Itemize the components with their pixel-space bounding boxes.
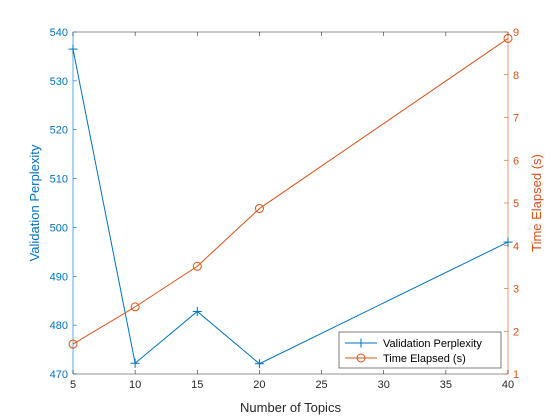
axes-layer: 5 10 15 20 25 30 35 404704804905005105205305401… (50, 27, 519, 391)
x-tick-label: 35 (440, 379, 452, 391)
data-point-time (192, 261, 202, 271)
left-tick-label: 520 (50, 125, 68, 137)
left-tick-label: 470 (50, 369, 68, 381)
legend-box (338, 331, 502, 369)
x-tick-label: 15 (191, 379, 203, 391)
right-tick-label: 3 (513, 284, 519, 296)
right-tick-label: 9 (513, 27, 519, 39)
x-tick-label: 20 (253, 379, 265, 391)
left-axis-title: Validation Perplexity (27, 144, 42, 261)
left-tick-label: 490 (50, 271, 68, 283)
data-point-perplexity (192, 306, 202, 316)
data-point-time (130, 302, 140, 312)
legend-marker (356, 353, 366, 363)
left-tick-label: 540 (50, 27, 68, 39)
left-tick-label: 500 (50, 222, 68, 234)
right-axis-title: Time Elapsed (s) (529, 154, 544, 252)
right-tick-label: 7 (513, 113, 519, 125)
right-tick-label: 6 (513, 155, 519, 167)
x-tick-label: 40 (502, 379, 514, 391)
series-line-time (72, 37, 509, 345)
data-point-perplexity (503, 237, 513, 247)
data-point-perplexity (130, 358, 140, 368)
data-point-perplexity (68, 44, 78, 54)
left-tick-label: 510 (50, 174, 68, 186)
x-tick-label: 10 (129, 379, 141, 391)
right-tick-label: 2 (513, 326, 519, 338)
left-tick-label: 530 (50, 76, 68, 88)
data-point-time (503, 33, 513, 43)
right-tick-label: 4 (513, 241, 519, 253)
legend-marker (356, 338, 366, 348)
right-tick-label: 8 (513, 70, 519, 82)
plot-area (73, 32, 508, 374)
right-tick-label: 5 (513, 198, 519, 210)
series-layer (68, 33, 513, 369)
x-tick-label: 25 (315, 379, 327, 391)
data-point-time (68, 339, 78, 349)
legend-label: Validation Perplexity (383, 338, 482, 350)
right-tick-label: 1 (513, 369, 519, 381)
x-tick-label: 30 (378, 379, 390, 391)
left-tick-label: 480 (50, 320, 68, 332)
x-axis-title: Number of Topics (240, 400, 341, 415)
data-point-time (254, 204, 264, 214)
data-point-perplexity (254, 359, 264, 369)
legend: Validation Perplexity Time Elapsed (s) (338, 331, 502, 369)
legend-label: Time Elapsed (s) (383, 353, 466, 365)
x-tick-label: 5 (70, 379, 76, 391)
